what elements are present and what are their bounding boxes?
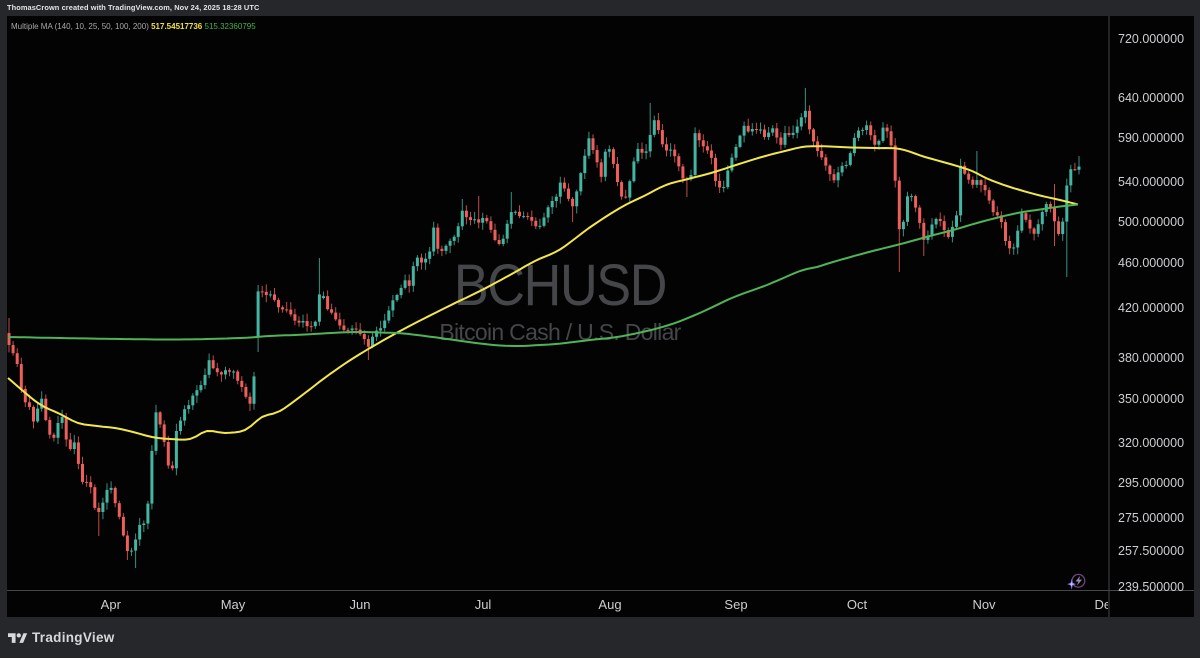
svg-text:BCHUSD: BCHUSD [454, 252, 666, 317]
